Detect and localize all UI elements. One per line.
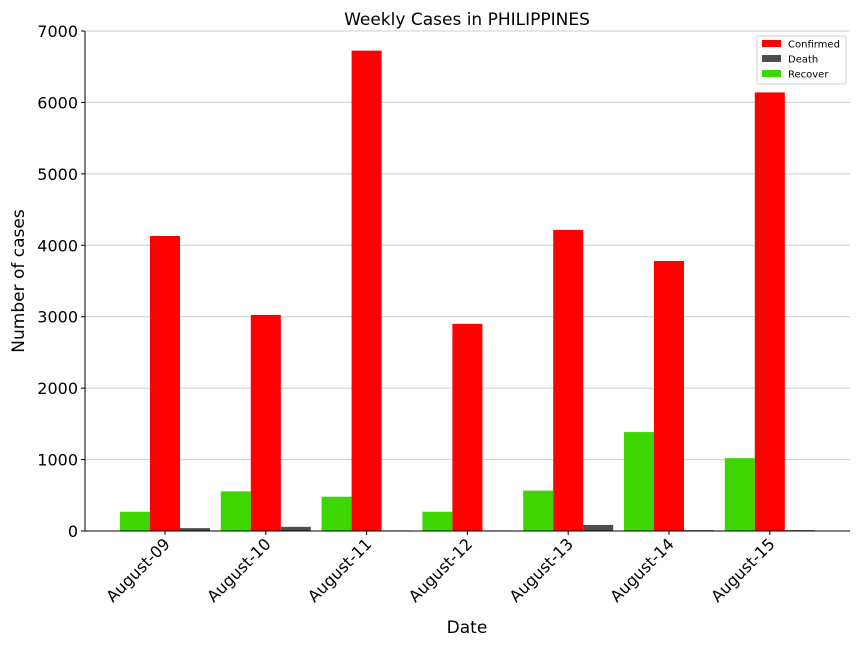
y-tick-label: 6000	[37, 93, 78, 112]
y-tick-label: 0	[68, 522, 78, 541]
bar-recover-august-10	[220, 491, 251, 531]
y-tick-label: 5000	[37, 165, 78, 184]
y-ticks: 0 1000 2000 3000 4000 5000 6000 7000	[37, 22, 85, 541]
bar-confirmed-august-10	[250, 314, 281, 531]
bar-confirmed-august-12	[452, 323, 483, 531]
bar-death-august-09	[180, 528, 210, 531]
legend-label-confirmed: Confirmed	[788, 40, 840, 51]
legend-label-death: Death	[788, 55, 818, 66]
legend-label-recover: Recover	[788, 70, 829, 81]
x-tick-label: August-10	[203, 534, 275, 606]
x-tick-label: August-14	[606, 534, 678, 606]
legend-swatch-death	[762, 55, 781, 62]
y-tick-label: 3000	[37, 308, 78, 327]
bar-death-august-13	[583, 524, 614, 531]
chart-title: Weekly Cases in PHILIPPINES	[344, 10, 590, 30]
gridlines	[85, 30, 850, 461]
bar-confirmed-august-13	[553, 229, 584, 531]
x-tick-label: August-13	[506, 534, 578, 606]
bar-confirmed-august-11	[351, 50, 382, 532]
legend-swatch-recover	[762, 70, 781, 77]
bar-recover-august-09	[120, 511, 150, 531]
x-tick-label: August-15	[707, 534, 779, 606]
bar-confirmed-august-09	[150, 236, 180, 531]
legend-swatch-confirmed	[762, 40, 781, 47]
bar-confirmed-august-15	[754, 92, 785, 531]
y-tick-label: 2000	[37, 379, 78, 398]
bar-recover-august-12	[422, 511, 453, 531]
bar-recover-august-14	[624, 432, 654, 531]
x-tick-label: August-09	[102, 534, 174, 606]
bar-recover-august-11	[321, 496, 352, 531]
y-tick-label: 4000	[37, 236, 78, 255]
x-ticks: August-09 August-10 August-11 August-12 Augu…	[102, 531, 779, 606]
y-tick-label: 7000	[37, 22, 78, 41]
x-axis-title: Date	[447, 618, 488, 638]
bar-recover-august-13	[523, 490, 554, 531]
bar-recover-august-15	[724, 458, 755, 531]
bars	[120, 50, 815, 532]
y-axis-title: Number of cases	[9, 209, 29, 353]
x-tick-label: August-12	[405, 534, 477, 606]
legend: Confirmed Death Recover	[756, 35, 847, 85]
x-tick-label: August-11	[304, 534, 376, 606]
y-tick-label: 1000	[37, 451, 78, 470]
bar-death-august-10	[280, 526, 311, 531]
bar-confirmed-august-14	[654, 261, 684, 531]
